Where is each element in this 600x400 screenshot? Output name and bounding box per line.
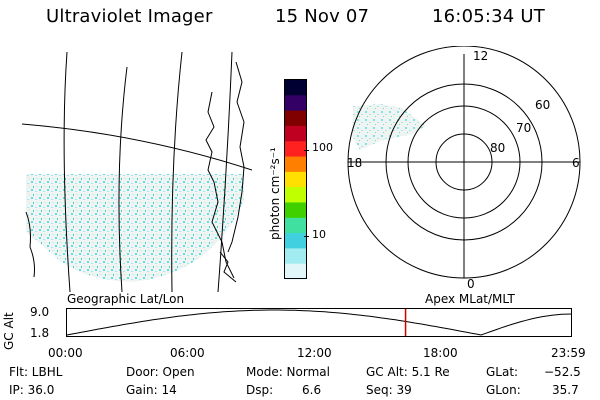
glat-label: GLat: (486, 365, 519, 379)
polar-aurora (352, 104, 426, 150)
geographic-map-label: Geographic Lat/Lon (67, 292, 185, 306)
seq-info: Seq: 39 (366, 383, 412, 397)
ip-info: IP: 36.0 (9, 383, 55, 397)
time-label: 16:05:34 UT (432, 6, 545, 27)
gain-info: Gain: 14 (126, 383, 177, 397)
dsp-value: 6.6 (302, 383, 322, 397)
longitude-line (118, 66, 128, 292)
colorbar-tick-label: 100 (312, 141, 333, 154)
colorbar-swatch (285, 233, 306, 249)
aurora-image (26, 174, 244, 282)
colorbar-swatch (285, 80, 306, 96)
door-info: Door: Open (126, 365, 195, 379)
lat-label-60: 60 (535, 98, 550, 112)
colorbar-label: photon cm⁻²s⁻¹ (268, 147, 282, 240)
time-tick-1800: 18:00 (423, 346, 458, 360)
time-tick-0600: 06:00 (170, 346, 205, 360)
colorbar-tick (304, 150, 309, 151)
coastline (227, 61, 245, 253)
instrument-title: Ultraviolet Imager (46, 6, 213, 27)
latitude-line (22, 123, 252, 171)
altitude-axis-label: GC Alt (2, 312, 16, 350)
mode-info: Mode: Normal (246, 365, 330, 379)
colorbar-swatch (285, 110, 306, 127)
geographic-map (22, 52, 252, 292)
colorbar-swatch (285, 202, 306, 219)
mlt-label-6: 6 (572, 156, 580, 170)
longitude-line (217, 52, 233, 292)
colorbar-ticks: 100 10 (304, 79, 348, 280)
dsp-label: Dsp: (246, 383, 274, 397)
coastline (219, 251, 237, 283)
colorbar-swatch (285, 156, 306, 173)
longitude-line (63, 52, 71, 292)
time-tick-1200: 12:00 (297, 346, 332, 360)
mlt-label-0: 0 (467, 277, 475, 290)
glat-value: −52.5 (544, 365, 581, 379)
lat-label-80: 80 (490, 141, 505, 155)
glon-value: 35.7 (552, 383, 579, 397)
colorbar-swatch (285, 141, 306, 158)
colorbar-swatch (285, 248, 306, 265)
colorbar-tick (304, 236, 309, 237)
filter-info: Flt: LBHL (9, 365, 63, 379)
time-tick-2359: 23:59 (551, 346, 586, 360)
longitude-line (171, 52, 183, 292)
lat-label-70: 70 (516, 121, 531, 135)
magnetic-map-label: Apex MLat/MLT (425, 292, 515, 306)
colorbar-swatch (285, 125, 306, 142)
colorbar-swatch (285, 171, 306, 188)
polar-plot: 12 18 6 0 60 70 80 (347, 46, 581, 290)
date-label: 15 Nov 07 (275, 6, 370, 27)
altitude-tick-min: 1.8 (30, 326, 50, 340)
colorbar-tick-label: 10 (312, 228, 326, 241)
mlt-label-18: 18 (347, 156, 362, 170)
coastline (25, 211, 35, 278)
gc-alt-info: GC Alt: 5.1 Re (366, 365, 450, 379)
glon-label: GLon: (486, 383, 521, 397)
colorbar-swatch (285, 217, 306, 234)
colorbar-swatch (285, 263, 306, 280)
time-tick-0000: 00:00 (48, 346, 83, 360)
colorbar-swatch (285, 187, 306, 203)
colorbar (284, 79, 307, 280)
altitude-curve (66, 309, 573, 336)
altitude-tick-max: 9.0 (30, 305, 50, 319)
altitude-plot (66, 308, 573, 337)
coastline (205, 91, 235, 279)
mlt-label-12: 12 (473, 49, 488, 63)
colorbar-swatch (285, 95, 306, 112)
